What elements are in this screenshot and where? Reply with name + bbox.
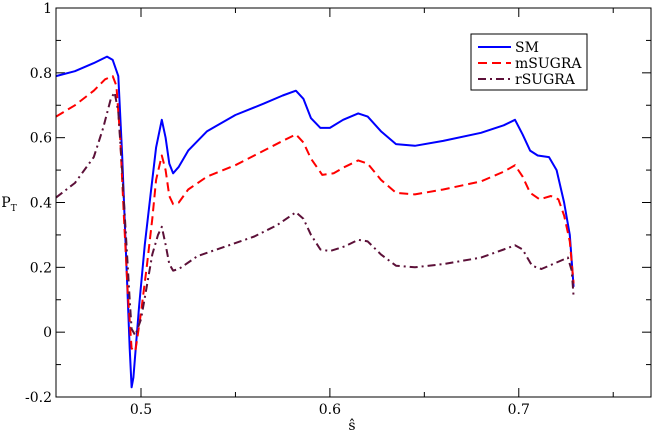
y-tick-label: 0.8 <box>30 66 52 82</box>
y-tick-label: 0.2 <box>30 260 52 276</box>
y-axis-label: PT <box>1 195 16 214</box>
x-axis-label: ŝ <box>348 418 355 434</box>
axis-labels: ŝ PT <box>1 195 355 434</box>
x-tick-label: 0.5 <box>130 402 152 418</box>
series-line-msugra <box>55 75 575 353</box>
legend-label-sm: SM <box>515 40 539 56</box>
x-tick-label: 0.7 <box>508 402 530 418</box>
series-line-rsugra <box>55 91 575 337</box>
y-tick-label: 0.6 <box>30 131 52 147</box>
y-tick-label: 0.4 <box>30 196 52 212</box>
y-tick-label: 1 <box>43 1 52 17</box>
y-axis-label-subscript: T <box>11 204 17 214</box>
series-line-sm <box>55 55 575 389</box>
legend-box <box>470 33 588 91</box>
y-tick-label: -0.2 <box>25 390 52 406</box>
x-tick-label: 0.6 <box>319 402 341 418</box>
y-tick-label: 0 <box>43 325 52 341</box>
legend-label-msugra: mSUGRA <box>515 56 582 72</box>
plot-frame <box>55 7 652 398</box>
axis-ticks: -0.2 0 0.2 0.4 0.6 0.8 1 0.5 0.6 0.7 <box>25 1 651 418</box>
series-lines <box>55 55 575 389</box>
legend-label-rsugra: rSUGRA <box>515 72 576 88</box>
